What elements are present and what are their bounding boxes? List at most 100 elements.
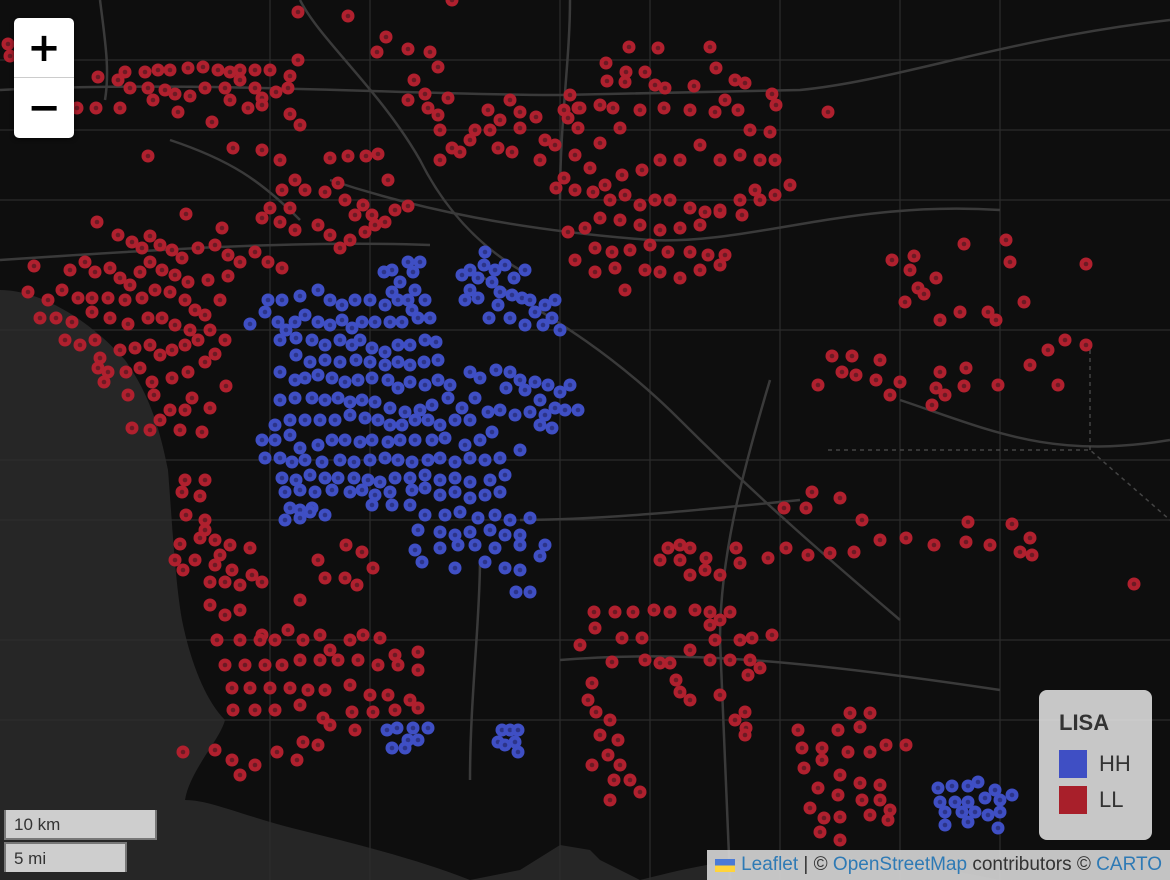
point-marker-center [389, 289, 395, 295]
point-marker-center [77, 342, 83, 348]
point-marker-center [327, 322, 333, 328]
point-marker-center [209, 119, 215, 125]
point-marker-center [389, 745, 395, 751]
point-marker-center [717, 262, 723, 268]
point-marker-center [407, 697, 413, 703]
point-marker-center [297, 507, 303, 513]
point-marker-center [987, 542, 993, 548]
point-marker-center [877, 537, 883, 543]
point-marker-center [252, 762, 258, 768]
point-marker[interactable] [445, 0, 459, 7]
point-marker-center [489, 429, 495, 435]
point-marker-center [707, 657, 713, 663]
point-marker-center [975, 779, 981, 785]
scale-imperial-label: 5 mi [4, 842, 127, 872]
point-marker-center [661, 105, 667, 111]
point-marker-center [442, 512, 448, 518]
point-marker-center [513, 589, 519, 595]
point-marker-center [452, 565, 458, 571]
point-marker-center [45, 297, 51, 303]
point-marker-center [317, 417, 323, 423]
point-marker-center [252, 67, 258, 73]
zoom-out-button[interactable]: − [27, 84, 61, 131]
point-marker-center [517, 447, 523, 453]
point-marker-center [502, 532, 508, 538]
point-marker-center [287, 505, 293, 511]
point-marker-center [327, 155, 333, 161]
point-marker-center [889, 257, 895, 263]
point-marker-center [422, 297, 428, 303]
point-marker-center [274, 749, 280, 755]
point-marker-center [517, 542, 523, 548]
point-marker-center [492, 267, 498, 273]
point-marker-center [445, 95, 451, 101]
point-marker-center [89, 309, 95, 315]
point-marker-center [145, 153, 151, 159]
point-marker-center [845, 749, 851, 755]
zoom-in-button[interactable]: + [14, 18, 74, 78]
point-marker-center [195, 245, 201, 251]
point-marker-center [482, 492, 488, 498]
point-marker-center [129, 425, 135, 431]
leaflet-link[interactable]: Leaflet [741, 854, 799, 875]
point-marker-center [455, 542, 461, 548]
carto-link[interactable]: CARTO [1096, 854, 1162, 875]
point-marker-center [847, 710, 853, 716]
point-marker-center [132, 345, 138, 351]
point-marker-center [367, 457, 373, 463]
point-marker-center [367, 297, 373, 303]
point-marker-center [217, 552, 223, 558]
point-marker-center [69, 319, 75, 325]
point-marker-center [627, 777, 633, 783]
point-marker-center [237, 772, 243, 778]
point-marker-center [885, 817, 891, 823]
point-marker-center [322, 357, 328, 363]
point-marker-center [415, 737, 421, 743]
point-marker-center [169, 247, 175, 253]
point-marker-center [561, 107, 567, 113]
point-marker-center [597, 140, 603, 146]
point-marker-center [411, 77, 417, 83]
point-marker-center [183, 211, 189, 217]
point-marker-center [349, 709, 355, 715]
point-marker-center [150, 97, 156, 103]
point-marker-center [612, 265, 618, 271]
point-marker-center [172, 91, 178, 97]
scale-bar-imperial: 5 mi [4, 842, 127, 872]
point-marker-center [497, 489, 503, 495]
point-marker-center [115, 232, 121, 238]
hh-swatch [1059, 750, 1087, 778]
point-marker-center [53, 315, 59, 321]
point-marker-center [972, 809, 978, 815]
point-marker-center [732, 717, 738, 723]
point-marker-center [449, 145, 455, 151]
point-marker-center [59, 287, 65, 293]
point-marker-center [467, 417, 473, 423]
point-marker-center [877, 357, 883, 363]
point-marker-center [677, 689, 683, 695]
point-marker-center [527, 409, 533, 415]
point-marker-center [410, 725, 416, 731]
point-marker-center [297, 657, 303, 663]
point-marker-center [262, 455, 268, 461]
point-marker-center [295, 9, 301, 15]
point-marker-center [637, 202, 643, 208]
point-marker-center [363, 153, 369, 159]
point-marker-center [319, 459, 325, 465]
point-marker-center [587, 165, 593, 171]
point-marker-center [527, 515, 533, 521]
point-marker-center [472, 127, 478, 133]
point-marker-center [887, 807, 893, 813]
point-marker-center [387, 405, 393, 411]
point-marker-center [127, 282, 133, 288]
point-marker-center [705, 252, 711, 258]
point-marker-center [985, 812, 991, 818]
point-marker-center [95, 74, 101, 80]
point-marker-center [512, 739, 518, 745]
point-marker-center [835, 792, 841, 798]
point-marker-center [467, 479, 473, 485]
osm-link[interactable]: OpenStreetMap [832, 854, 968, 875]
point-marker-center [123, 369, 129, 375]
